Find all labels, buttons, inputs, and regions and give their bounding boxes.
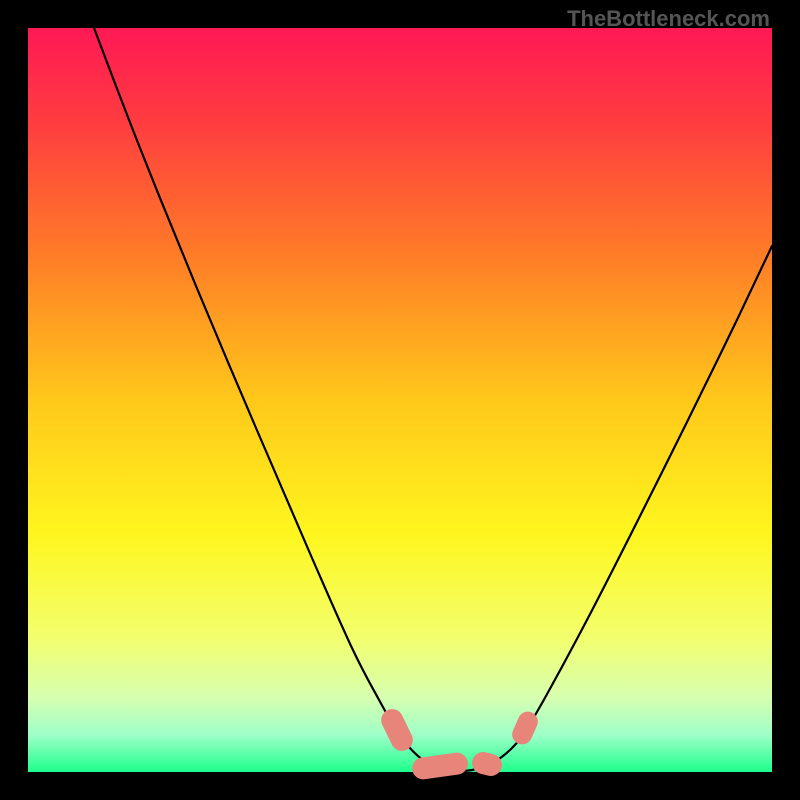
- curve-marker: [411, 751, 470, 781]
- plot-area: [28, 28, 772, 772]
- curve-marker: [509, 708, 541, 747]
- curve-marker: [377, 705, 416, 754]
- watermark-text: TheBottleneck.com: [567, 6, 770, 32]
- chart-canvas: TheBottleneck.com: [0, 0, 800, 800]
- curve-marker: [470, 750, 504, 779]
- marker-layer: [28, 28, 772, 772]
